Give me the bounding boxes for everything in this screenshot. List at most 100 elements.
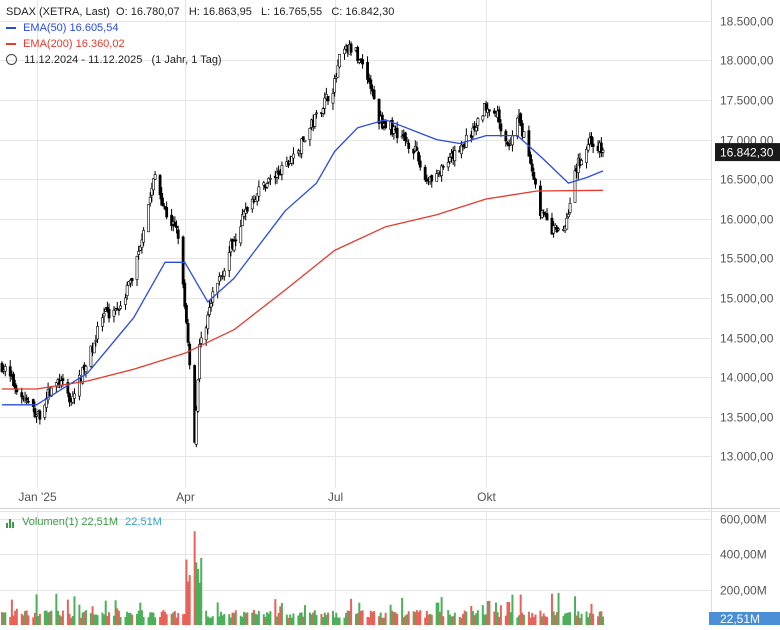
volume-bar	[534, 614, 537, 625]
volume-bar	[567, 612, 570, 625]
volume-bar	[126, 611, 129, 625]
candle-body	[280, 165, 284, 175]
volume-bar	[140, 610, 143, 625]
candle-body	[275, 171, 279, 178]
candle-body	[140, 239, 144, 248]
volume-bar	[10, 599, 13, 625]
volume-bar	[4, 612, 7, 625]
volume-bar	[483, 614, 486, 625]
volume-value: 22,51M	[81, 516, 119, 528]
volume-bar	[267, 613, 270, 625]
volume-bar	[142, 616, 145, 625]
volume-bar	[323, 612, 326, 625]
volume-bar	[211, 616, 214, 625]
volume-bar	[476, 610, 479, 625]
candle-body	[125, 285, 129, 297]
volume-bar	[150, 612, 153, 625]
volume-bar	[198, 582, 201, 625]
volume-bar	[32, 617, 35, 625]
price-tick-label: 18.500,00	[720, 15, 774, 29]
candle-body	[336, 65, 340, 78]
candle-body	[170, 214, 173, 227]
volume-bar	[578, 617, 581, 625]
volume-bar	[274, 599, 277, 625]
candle-body	[474, 127, 478, 132]
volume-bar	[508, 601, 511, 625]
candle-body	[323, 97, 327, 109]
volume-bar	[303, 605, 306, 625]
volume-bar	[152, 612, 155, 625]
volume-bar	[56, 610, 59, 625]
volume-bar	[419, 610, 422, 625]
volume-bar	[504, 615, 507, 625]
volume-bar	[108, 612, 111, 625]
price-tick-label: 16.000,00	[720, 213, 774, 227]
volume-bar	[361, 610, 364, 625]
candle-body	[35, 414, 38, 417]
candle-body	[542, 211, 546, 214]
candle-body	[25, 397, 29, 401]
volume-bar	[114, 600, 117, 625]
candle-body	[343, 48, 346, 55]
candle-body	[567, 214, 570, 218]
date-range: 11.12.2024 - 11.12.2025	[24, 54, 143, 66]
volume-bar	[299, 612, 302, 625]
volume-bar	[552, 611, 555, 625]
volume-bar	[129, 612, 132, 625]
volume-legend[interactable]: Volumen(1) 22,51M 22,51M	[6, 516, 162, 529]
ema200-legend[interactable]: EMA(200) 16.360,02	[6, 37, 125, 52]
volume-bars	[1, 531, 604, 625]
volume-bar	[14, 610, 17, 625]
candle-body	[138, 246, 142, 251]
volume-bar	[407, 611, 410, 625]
volume-bar	[383, 617, 386, 625]
candle-body	[124, 297, 127, 305]
volume-bar	[243, 611, 246, 625]
ema50-legend[interactable]: EMA(50) 16.605,54	[6, 21, 118, 36]
candle-body	[461, 145, 465, 148]
candle-body	[361, 59, 365, 65]
volume-bar	[233, 612, 236, 625]
price-axis: 13.000,00 13.500,00 14.000,00 14.500,00 15.0…	[0, 15, 774, 464]
candle-body	[380, 114, 384, 129]
candle-body	[453, 150, 457, 161]
volume-bar	[37, 615, 40, 625]
volume-bar	[104, 600, 107, 625]
ema50-value: 16.605,54	[69, 22, 119, 34]
volume-bar	[437, 602, 440, 625]
volume-bar	[71, 616, 74, 625]
volume-bar	[205, 610, 208, 625]
volume-bar	[325, 614, 328, 625]
volume-bar	[358, 602, 361, 625]
candle-body	[165, 207, 169, 218]
ema200-line	[2, 189, 604, 390]
candle-body	[127, 281, 131, 286]
volume-bar	[417, 612, 420, 625]
candle-body	[262, 182, 266, 186]
volume-bar	[216, 602, 219, 625]
volume-bar	[127, 613, 130, 625]
volume-bar	[373, 610, 376, 625]
candle-body	[349, 43, 353, 53]
volume-bar	[275, 616, 278, 625]
volume-bar	[465, 611, 468, 625]
candle-body	[209, 303, 213, 308]
candle-body	[415, 147, 419, 151]
candle-body	[481, 115, 485, 121]
volume-bar	[33, 612, 36, 625]
volume-bar	[440, 597, 443, 625]
volume-bar	[496, 612, 499, 625]
candle-body	[255, 193, 259, 202]
volume-bar	[84, 610, 87, 625]
candle-body	[484, 103, 488, 111]
volume-bar	[485, 614, 488, 625]
volume-bar	[590, 603, 593, 625]
volume-bar	[406, 614, 409, 625]
volume-bar	[435, 602, 438, 625]
candle-body	[250, 199, 254, 210]
candle-body	[440, 165, 444, 176]
volume-bar	[221, 615, 224, 625]
volume-bar	[149, 612, 152, 625]
candle-body	[532, 172, 536, 180]
volume-bar	[527, 611, 530, 625]
